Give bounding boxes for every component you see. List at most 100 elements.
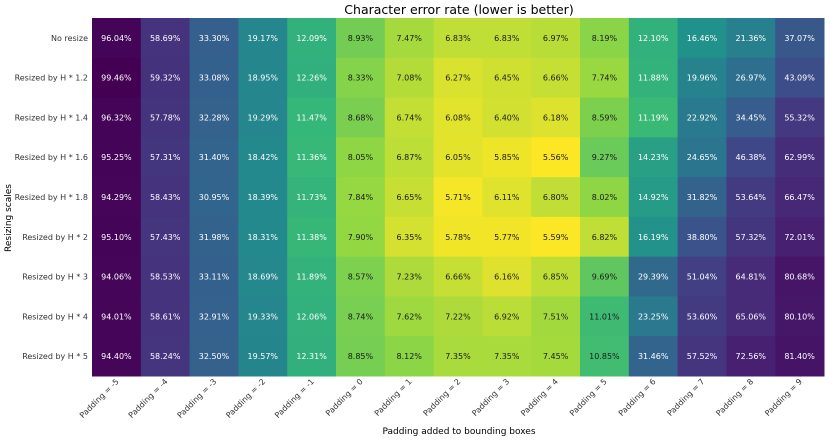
y-tick-label: Resized by H * 1.4 [15,113,88,122]
heatmap-cell [726,296,776,337]
chart-title: Character error rate (lower is better) [344,2,573,17]
heatmap-cell [287,177,337,218]
cell-value-label: 96.32% [101,113,132,122]
heatmap-cell [238,137,288,178]
heatmap-cell [336,137,386,178]
cell-value-label: 12.09% [296,34,327,43]
heatmap-cell [726,57,776,99]
heatmap-cell [287,336,337,377]
heatmap-cell [628,256,679,297]
heatmap-cell [531,97,581,138]
heatmap-cell [336,97,386,138]
heatmap-cell [482,296,532,337]
cell-value-label: 11.89% [296,273,327,282]
cell-value-label: 5.85% [494,153,520,162]
heatmap-cell [238,296,288,337]
heatmap-cell [726,137,776,178]
heatmap-cell [92,256,142,297]
cell-value-label: 9.69% [592,273,618,282]
y-tick-label: Resized by H * 1.2 [15,74,88,83]
x-tick-label: Padding = 4 [519,377,560,418]
heatmap-cell [531,177,581,218]
heatmap-cell [677,177,727,218]
cell-value-label: 6.35% [396,233,422,242]
cell-value-label: 11.38% [296,233,327,242]
y-tick-labels: No resize Resized by H * 1.2 Resized by H … [15,34,89,361]
x-tick-labels: Padding = -5 Padding = -4 Padding = -3 Padd… [78,377,804,420]
cell-value-label: 19.33% [248,312,279,321]
cell-value-label: 53.64% [736,193,767,202]
heatmap-cell [580,137,630,178]
heatmap-cell [384,57,435,99]
heatmap-cell [287,216,337,258]
heatmap-cell [238,57,288,99]
heatmap-cell [336,216,386,258]
heatmap-cell [92,336,142,377]
heatmap-cell [92,177,142,218]
cell-value-label: 6.16% [494,273,520,282]
cell-value-label: 6.83% [494,34,520,43]
cell-value-label: 12.31% [296,352,327,361]
heatmap-cell [92,97,142,138]
heatmap-cell [628,57,679,99]
cell-value-label: 31.46% [638,352,669,361]
cell-value-label: 43.09% [784,74,815,83]
heatmap-cell [531,256,581,297]
cell-value-label: 7.35% [445,352,471,361]
cell-value-label: 31.98% [199,233,230,242]
cell-value-label: 31.40% [199,153,230,162]
heatmap-cell [775,177,825,218]
cell-value-label: 96.04% [101,34,132,43]
heatmap-cell [775,137,825,178]
cell-value-label: 19.29% [248,113,279,122]
heatmap-cell [92,137,142,178]
cell-value-label: 6.27% [445,74,471,83]
heatmap-cell [677,256,727,297]
cell-value-label: 8.74% [348,312,374,321]
cell-value-label: 5.56% [543,153,569,162]
cell-value-label: 72.01% [784,233,815,242]
cell-value-label: 12.10% [638,34,669,43]
heatmap-cell [433,57,483,99]
heatmap-cell [140,216,191,258]
heatmap-cell [140,177,191,218]
x-tick-label: Padding = 6 [617,377,658,418]
cell-value-label: 18.39% [248,193,279,202]
y-axis-label: Resizing scales [4,184,14,252]
heatmap-cell [628,177,679,218]
heatmap-cell [336,336,386,377]
heatmap-cell [238,336,288,377]
heatmap-cell [628,296,679,337]
cell-value-label: 8.05% [348,153,374,162]
cell-value-label: 23.25% [638,312,669,321]
heatmap-cell [92,18,142,59]
cell-value-label: 26.97% [736,74,767,83]
cell-value-label: 8.57% [348,273,374,282]
heatmap-cell [433,177,483,218]
heatmap-cell [677,216,727,258]
heatmap-cell [677,336,727,377]
heatmap-cell [726,97,776,138]
cell-value-label: 6.92% [494,312,520,321]
x-tick-label: Padding = 0 [324,377,365,418]
cell-value-label: 14.23% [638,153,669,162]
heatmap-cell [531,336,581,377]
cell-value-label: 8.19% [592,34,618,43]
heatmap-cell [140,57,191,99]
heatmap-cell [189,97,239,138]
heatmap-cell [726,18,776,59]
cell-value-label: 58.24% [150,352,181,361]
cell-value-label: 6.82% [592,233,618,242]
heatmap-cell [628,137,679,178]
cell-value-label: 19.17% [248,34,279,43]
heatmap-cell [580,296,630,337]
heatmap-cell [580,97,630,138]
cell-value-label: 7.51% [543,312,569,321]
x-tick-label: Padding = -3 [176,377,219,420]
heatmap-cell [775,97,825,138]
x-tick-label: Padding = 8 [714,377,755,418]
cell-value-label: 94.06% [101,273,132,282]
cell-value-label: 5.78% [445,233,471,242]
cell-value-label: 6.45% [494,74,520,83]
cell-value-label: 18.31% [248,233,279,242]
